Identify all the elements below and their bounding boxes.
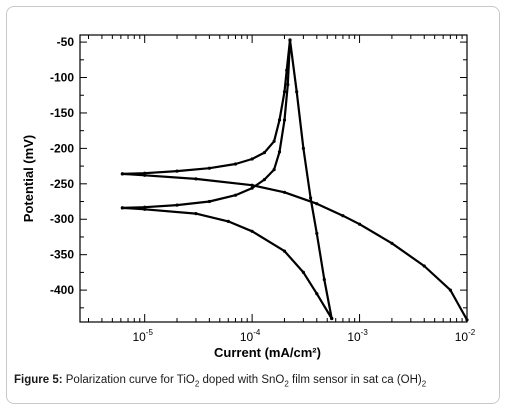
- figure-frame: [6, 6, 500, 404]
- caption-label: Figure 5:: [14, 374, 63, 386]
- y-axis-label: Potential (mV): [21, 135, 36, 222]
- data-point: [288, 38, 292, 42]
- caption-sub-3: 2: [421, 379, 427, 389]
- y-tick-label: -300: [50, 212, 74, 226]
- data-point: [277, 118, 282, 122]
- data-point: [322, 277, 326, 282]
- data-point: [448, 288, 452, 292]
- data-point: [282, 190, 287, 194]
- plot-area: -50 -100 -150 -200 -250 -300 -350 -400 10-5 10-4 1…: [21, 34, 476, 360]
- data-point: [262, 178, 266, 182]
- data-point: [315, 202, 319, 206]
- data-point: [315, 292, 319, 296]
- series-line-1: [121, 38, 333, 320]
- data-point: [120, 172, 124, 176]
- data-point: [422, 264, 426, 268]
- data-point: [465, 318, 469, 322]
- series-line-3: [121, 38, 292, 209]
- y-tick-label: -100: [50, 71, 74, 85]
- data-point: [341, 214, 345, 218]
- data-point: [358, 222, 362, 226]
- x-tick-label: 10-2: [455, 328, 476, 344]
- y-tick-label: -400: [50, 283, 74, 297]
- data-point: [286, 83, 290, 87]
- plot-frame: [79, 34, 468, 323]
- caption-sub-1: 2: [194, 379, 200, 389]
- data-point: [295, 90, 299, 94]
- y-tick-label: -250: [50, 177, 74, 191]
- data-point: [175, 203, 179, 207]
- data-point: [226, 219, 230, 223]
- y-tick-label: -200: [50, 141, 74, 155]
- data-point: [315, 231, 319, 235]
- data-point: [277, 150, 282, 154]
- data-point: [262, 151, 266, 155]
- data-point: [309, 196, 313, 200]
- data-point: [175, 169, 179, 173]
- data-point: [282, 90, 287, 94]
- caption-text-3: film sensor in sat ca (OH): [288, 374, 422, 386]
- series-line-2: [121, 172, 469, 321]
- data-point: [233, 193, 238, 197]
- data-point: [272, 168, 276, 172]
- data-point: [390, 241, 394, 245]
- data-point: [207, 166, 211, 170]
- x-tick-label: 10-4: [240, 328, 261, 344]
- figure-caption: Figure 5: Polarization curve for TiO2 do…: [14, 374, 494, 388]
- data-point: [143, 207, 147, 211]
- x-tick-label: 10-3: [347, 328, 368, 344]
- y-tick-label: -350: [50, 248, 74, 262]
- data-point: [194, 212, 198, 216]
- data-point: [194, 177, 198, 181]
- data-point: [282, 249, 287, 253]
- data-point: [250, 183, 254, 187]
- series-line-4: [121, 206, 333, 320]
- y-tick-label: -50: [57, 35, 75, 49]
- data-point: [282, 118, 287, 122]
- data-point: [120, 206, 124, 210]
- data-point: [250, 157, 254, 161]
- data-point: [250, 186, 254, 190]
- data-point: [250, 229, 254, 233]
- data-point: [330, 316, 334, 321]
- caption-text-2: doped with SnO: [199, 374, 285, 386]
- data-point: [233, 162, 238, 166]
- x-tick-label: 10-5: [132, 328, 153, 344]
- data-point: [272, 139, 276, 143]
- data-point: [301, 146, 305, 150]
- data-point: [301, 270, 305, 274]
- caption-text-1: Polarization curve for TiO: [62, 374, 195, 386]
- x-axis-label: Current (mA/cm²): [214, 345, 321, 360]
- data-point: [207, 199, 211, 204]
- data-point: [143, 173, 147, 177]
- caption-sub-2: 2: [284, 379, 289, 389]
- y-tick-label: -150: [50, 106, 74, 120]
